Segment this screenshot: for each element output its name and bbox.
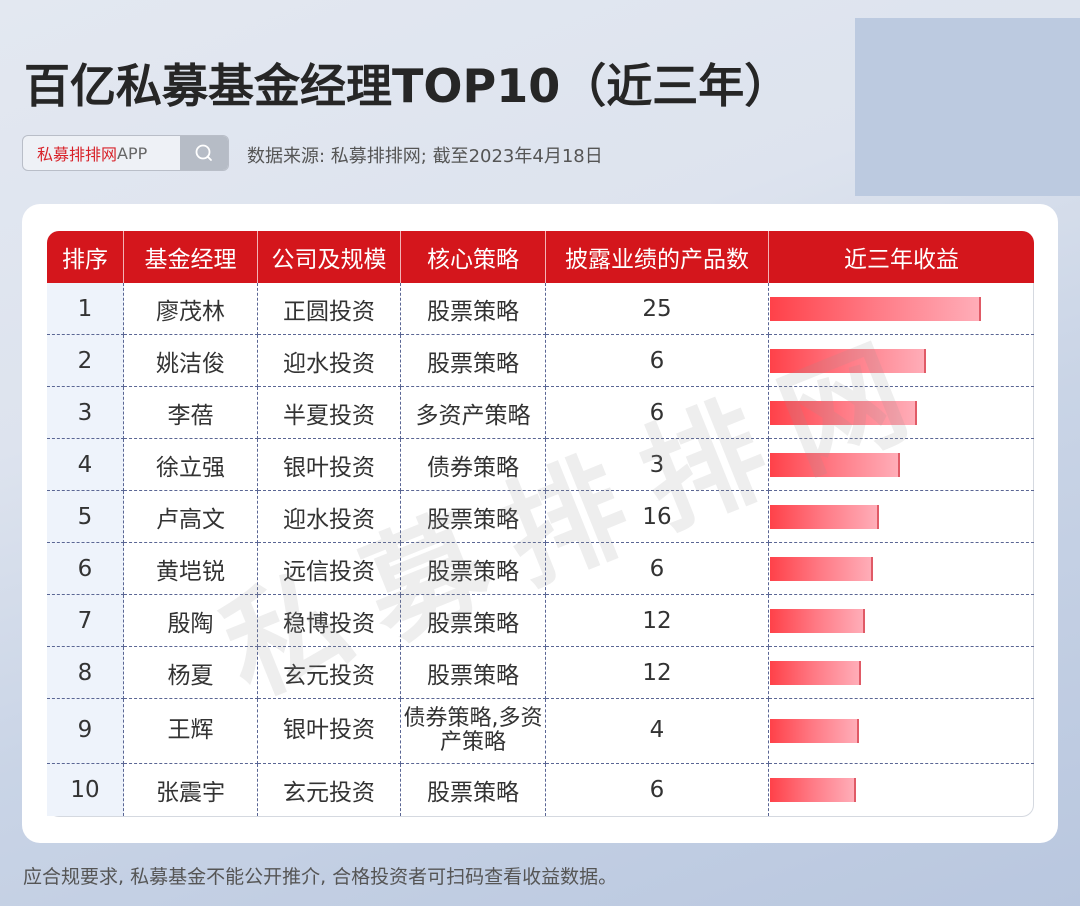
return-bar	[770, 556, 873, 581]
table-row: 6 黄垲锐 远信投资 股票策略 6	[47, 543, 1034, 595]
manager-cell: 殷陶	[124, 595, 258, 647]
return-bar-cell	[769, 491, 1034, 543]
manager-cell: 杨夏	[124, 647, 258, 699]
footer-note: 应合规要求, 私募基金不能公开推介, 合格投资者可扫码查看收益数据。	[23, 866, 618, 888]
products-cell: 3	[546, 439, 769, 491]
products-cell: 12	[546, 595, 769, 647]
strategy-cell: 股票策略	[401, 283, 546, 335]
rank-cell: 8	[47, 647, 124, 699]
company-cell: 稳博投资	[258, 595, 401, 647]
return-bar	[770, 660, 861, 685]
strategy-cell: 股票策略	[401, 335, 546, 387]
company-cell: 玄元投资	[258, 764, 401, 816]
return-bar-cell	[769, 764, 1034, 816]
manager-cell: 卢高文	[124, 491, 258, 543]
manager-cell: 张震宇	[124, 764, 258, 816]
return-bar-cell	[769, 335, 1034, 387]
col-header-manager: 基金经理	[124, 231, 258, 283]
manager-cell: 王辉	[124, 699, 258, 764]
table-row: 1 廖茂林 正圆投资 股票策略 25	[47, 283, 1034, 335]
company-cell: 银叶投资	[258, 699, 401, 764]
rank-cell: 3	[47, 387, 124, 439]
products-cell: 6	[546, 764, 769, 816]
search-brand: 私募排排网	[37, 145, 118, 164]
col-header-company: 公司及规模	[258, 231, 401, 283]
strategy-cell: 股票策略	[401, 764, 546, 816]
rank-cell: 5	[47, 491, 124, 543]
company-cell: 银叶投资	[258, 439, 401, 491]
return-bar	[770, 504, 879, 529]
rank-cell: 4	[47, 439, 124, 491]
products-cell: 12	[546, 647, 769, 699]
return-bar	[770, 296, 981, 321]
return-bar	[770, 608, 865, 633]
return-bar-cell	[769, 647, 1034, 699]
return-bar	[770, 400, 917, 425]
table-row: 5 卢高文 迎水投资 股票策略 16	[47, 491, 1034, 543]
return-bar	[770, 452, 900, 477]
search-icon	[195, 144, 212, 161]
return-bar	[770, 778, 856, 802]
manager-cell: 徐立强	[124, 439, 258, 491]
return-bar-cell	[769, 439, 1034, 491]
products-cell: 25	[546, 283, 769, 335]
table-row: 10 张震宇 玄元投资 股票策略 6	[47, 764, 1034, 816]
ranking-table: 排序 基金经理 公司及规模 核心策略 披露业绩的产品数 近三年收益 1 廖茂林 正圆…	[47, 231, 1034, 816]
products-cell: 16	[546, 491, 769, 543]
col-header-strategy: 核心策略	[401, 231, 546, 283]
rank-cell: 10	[47, 764, 124, 816]
table-row: 4 徐立强 银叶投资 债券策略 3	[47, 439, 1034, 491]
return-bar-cell	[769, 595, 1034, 647]
manager-cell: 李蓓	[124, 387, 258, 439]
strategy-cell: 股票策略	[401, 595, 546, 647]
products-cell: 6	[546, 387, 769, 439]
table-header-row: 排序 基金经理 公司及规模 核心策略 披露业绩的产品数 近三年收益	[47, 231, 1034, 283]
rank-cell: 2	[47, 335, 124, 387]
page-title: 百亿私募基金经理TOP10（近三年）	[24, 59, 791, 113]
search-button[interactable]	[180, 136, 228, 170]
col-header-products: 披露业绩的产品数	[546, 231, 769, 283]
strategy-cell: 股票策略	[401, 647, 546, 699]
rank-cell: 9	[47, 699, 124, 764]
strategy-cell: 多资产策略	[401, 387, 546, 439]
manager-cell: 廖茂林	[124, 283, 258, 335]
company-cell: 远信投资	[258, 543, 401, 595]
table-row: 9 王辉 银叶投资 债券策略,多资产策略 4	[47, 699, 1034, 764]
manager-cell: 姚洁俊	[124, 335, 258, 387]
manager-cell: 黄垲锐	[124, 543, 258, 595]
company-cell: 玄元投资	[258, 647, 401, 699]
return-bar-cell	[769, 543, 1034, 595]
company-cell: 正圆投资	[258, 283, 401, 335]
col-header-return: 近三年收益	[769, 231, 1034, 283]
products-cell: 4	[546, 699, 769, 764]
strategy-cell: 股票策略	[401, 491, 546, 543]
qr-placeholder-block	[855, 18, 1080, 196]
rank-cell: 6	[47, 543, 124, 595]
products-cell: 6	[546, 335, 769, 387]
strategy-cell: 债券策略	[401, 439, 546, 491]
table-row: 8 杨夏 玄元投资 股票策略 12	[47, 647, 1034, 699]
search-label: 私募排排网 APP	[23, 136, 180, 170]
return-bar	[770, 348, 926, 373]
company-cell: 迎水投资	[258, 335, 401, 387]
return-bar-cell	[769, 283, 1034, 335]
products-cell: 6	[546, 543, 769, 595]
return-bar	[770, 719, 859, 743]
return-bar-cell	[769, 387, 1034, 439]
rank-cell: 7	[47, 595, 124, 647]
rank-cell: 1	[47, 283, 124, 335]
strategy-cell: 股票策略	[401, 543, 546, 595]
company-cell: 半夏投资	[258, 387, 401, 439]
search-brand-suffix: APP	[117, 143, 148, 163]
strategy-cell: 债券策略,多资产策略	[401, 699, 546, 764]
table-row: 2 姚洁俊 迎水投资 股票策略 6	[47, 335, 1034, 387]
table-row: 7 殷陶 稳博投资 股票策略 12	[47, 595, 1034, 647]
data-source-text: 数据来源: 私募排排网; 截至2023年4月18日	[247, 146, 603, 167]
search-box[interactable]: 私募排排网 APP	[22, 135, 229, 171]
return-bar-cell	[769, 699, 1034, 764]
company-cell: 迎水投资	[258, 491, 401, 543]
table-row: 3 李蓓 半夏投资 多资产策略 6	[47, 387, 1034, 439]
col-header-rank: 排序	[47, 231, 124, 283]
